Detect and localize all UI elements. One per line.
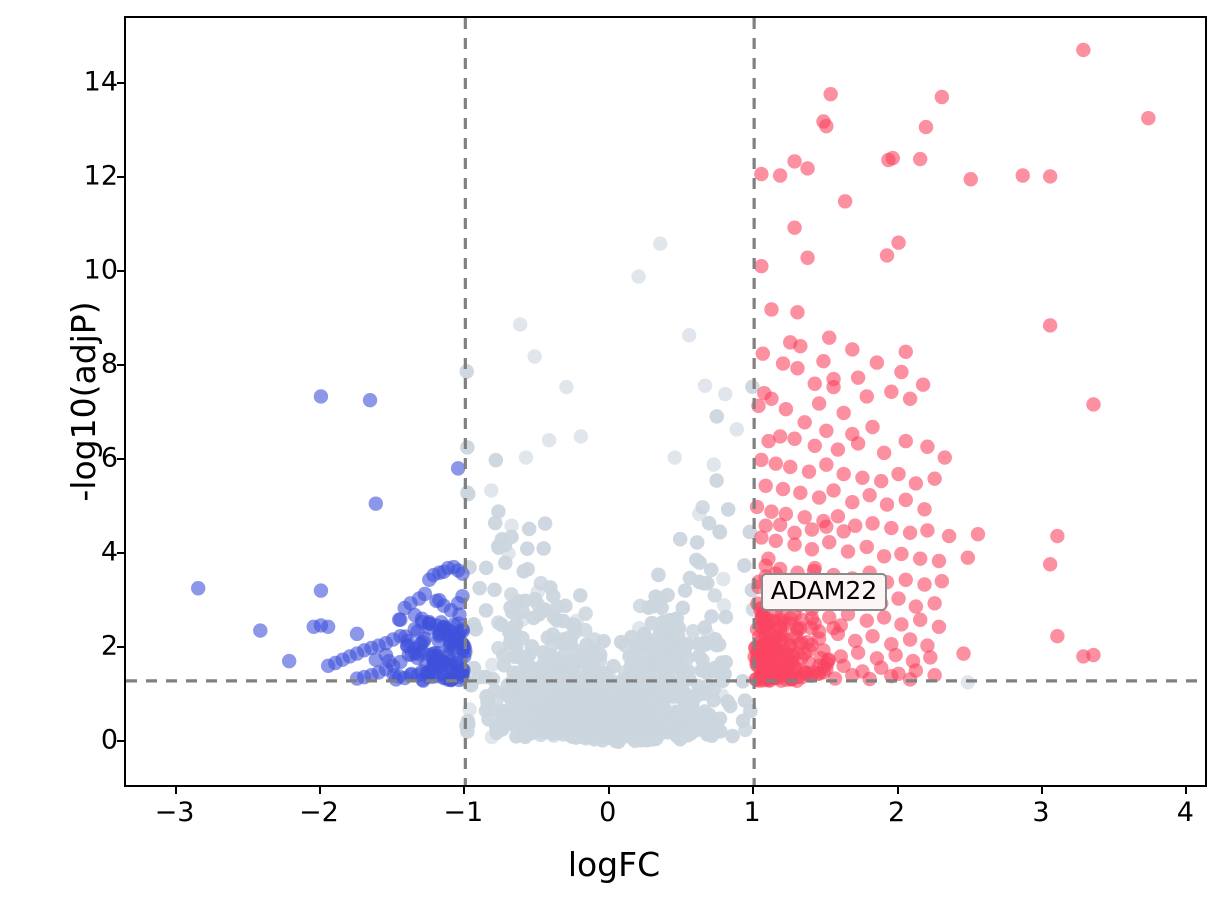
x-tick-label: −1 (443, 797, 484, 828)
gene-annotation-adam22: ADAM22 (760, 572, 888, 612)
y-tick-label: 6 (100, 442, 118, 474)
y-tick-mark (117, 551, 124, 554)
x-axis-label: logFC (567, 845, 661, 884)
x-tick-mark (1185, 787, 1188, 794)
y-tick-mark (117, 269, 124, 272)
plot-area (124, 16, 1207, 787)
y-tick-mark (117, 175, 124, 178)
y-axis-label-wrap: -log10(adjP) (8, 16, 103, 787)
x-tick-mark (607, 787, 610, 794)
scatter-svg (191, 42, 1156, 749)
y-tick-label: 10 (83, 254, 118, 286)
x-tick-label: 1 (743, 797, 761, 828)
y-axis-label: -log10(adjP) (64, 300, 103, 502)
x-tick-label: −2 (299, 797, 339, 828)
y-tick-mark (117, 457, 124, 460)
y-tick-mark (117, 81, 124, 84)
y-tick-label: 12 (83, 160, 118, 192)
x-tick-mark (318, 787, 321, 794)
y-tick-mark (117, 363, 124, 366)
points-not-significant (458, 236, 976, 749)
x-tick-mark (174, 787, 177, 794)
y-tick-label: 0 (100, 724, 118, 756)
x-tick-label: −3 (154, 797, 195, 828)
x-tick-mark (1040, 787, 1043, 794)
x-tick-label: 2 (887, 797, 906, 828)
y-tick-label: 14 (83, 66, 118, 98)
x-tick-label: 3 (1032, 797, 1050, 828)
y-tick-label: 2 (100, 630, 118, 662)
x-tick-mark (463, 787, 466, 794)
x-tick-mark (752, 787, 755, 794)
y-tick-mark (117, 645, 124, 648)
y-tick-label: 8 (100, 348, 118, 380)
threshold-lines (126, 18, 1205, 785)
x-tick-label: 4 (1176, 797, 1194, 828)
scatter-points-layer (126, 18, 1205, 785)
x-tick-label: 0 (599, 797, 617, 828)
x-tick-mark (896, 787, 899, 794)
y-tick-label: 4 (100, 536, 118, 568)
y-tick-mark (117, 739, 124, 742)
